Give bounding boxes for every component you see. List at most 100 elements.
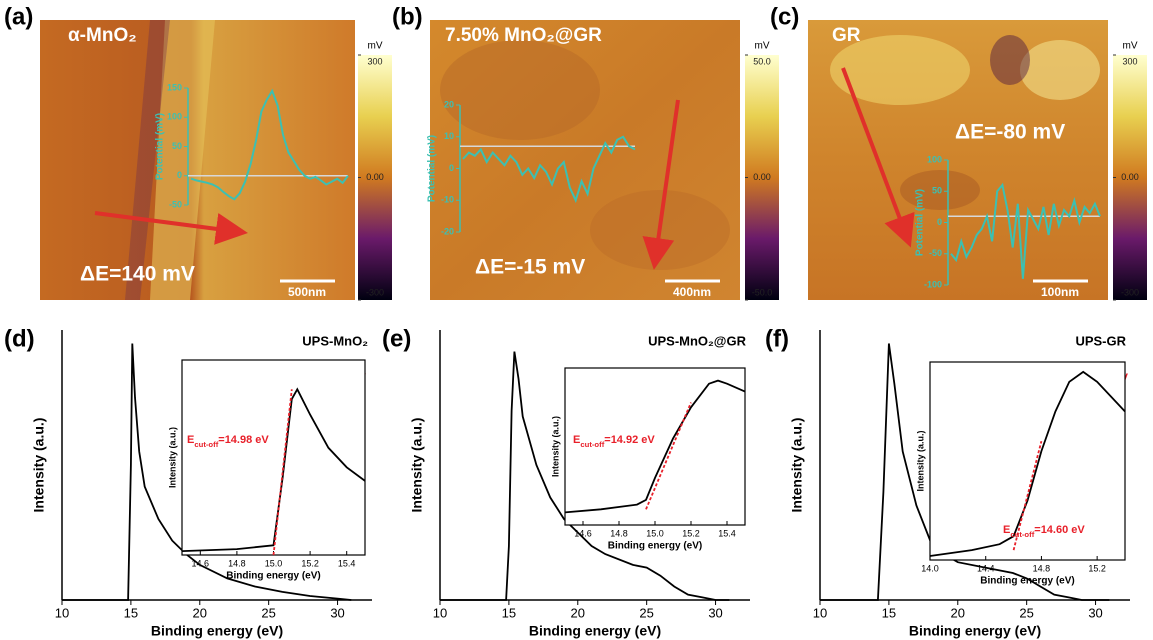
panel-label: (d) <box>4 325 35 352</box>
x-axis-label: Binding energy (eV) <box>909 623 1041 639</box>
text-part: cut-off <box>1010 530 1034 539</box>
data-line <box>272 389 293 556</box>
inset-x-tick-label: 14.0 <box>921 563 939 573</box>
colorbar <box>745 55 779 300</box>
data-line <box>181 387 366 552</box>
x-tick-label: 15 <box>882 605 896 620</box>
inset-y-label: Intensity (a.u.) <box>550 416 560 477</box>
delta-e: ΔE=-15 mV <box>475 256 585 279</box>
x-tick-label: 30 <box>708 605 722 620</box>
colorbar-tick-label: -300 <box>1121 287 1139 297</box>
colorbar-tick-label: 50.0 <box>753 56 771 66</box>
profile-tick-label: 150 <box>167 82 182 92</box>
colorbar-tick-label: 300 <box>367 56 382 66</box>
inset-x-tick-label: 15.2 <box>682 528 700 538</box>
profile-line <box>950 182 1101 279</box>
inset-x-label: Binding energy (eV) <box>980 576 1074 587</box>
data-line <box>440 351 730 601</box>
colorbar-unit: mV <box>368 41 383 52</box>
y-axis-label: Intensity (a.u.) <box>31 418 47 513</box>
inset-y-label: Intensity (a.u.) <box>915 430 925 491</box>
inset-x-tick-label: 15.2 <box>301 558 319 568</box>
inset-x-label: Binding energy (eV) <box>226 571 320 582</box>
profile-ylabel: Potential (mV) <box>915 189 926 256</box>
map-title: 7.50% MnO₂@GR <box>445 25 602 46</box>
panel-label: (a) <box>4 3 33 30</box>
profile-tick-label: 10 <box>444 131 454 141</box>
text-part: =14.60 eV <box>1034 524 1085 536</box>
profile-tick-label: -100 <box>924 279 942 289</box>
profile-ylabel: Potential (mV) <box>155 113 166 180</box>
profile-ylabel: Potential (mV) <box>427 135 438 202</box>
inset-x-tick-label: 15.0 <box>265 558 283 568</box>
x-tick-label: 20 <box>951 605 965 620</box>
x-axis-label: Binding energy (eV) <box>529 623 661 639</box>
x-tick-label: 25 <box>1019 605 1033 620</box>
x-tick-label: 30 <box>1088 605 1102 620</box>
panel-label: (f) <box>765 325 789 352</box>
profile-tick-label: 100 <box>167 112 182 122</box>
profile-tick-label: -10 <box>441 195 454 205</box>
inset-x-tick-label: 14.6 <box>192 558 210 568</box>
colorbar-tick-label: 0.00 <box>366 172 384 182</box>
x-tick-label: 10 <box>55 605 69 620</box>
profile-tick-label: 50 <box>932 186 942 196</box>
data-line <box>62 343 352 601</box>
inset-x-tick-label: 14.8 <box>610 528 628 538</box>
x-tick-label: 20 <box>193 605 207 620</box>
scale-bar-label: 100nm <box>1041 285 1079 299</box>
inset-x-tick-label: 14.8 <box>1033 563 1051 573</box>
text-part: cut-off <box>580 440 604 449</box>
data-line <box>929 370 1126 557</box>
scale-bar-label: 400nm <box>673 285 711 299</box>
colorbar <box>1113 55 1147 300</box>
text-part: E <box>187 434 194 446</box>
profile-tick-label: 50 <box>172 141 182 151</box>
profile-tick-label: -20 <box>441 226 454 236</box>
inset-x-tick-label: 15.2 <box>1088 563 1106 573</box>
delta-e: ΔE=140 mV <box>80 263 195 286</box>
inset-x-tick-label: 15.0 <box>646 528 664 538</box>
x-tick-label: 25 <box>639 605 653 620</box>
inset-x-tick-label: 15.4 <box>338 558 356 568</box>
inset-x-tick-label: 14.4 <box>977 563 995 573</box>
profile-tick-label: -50 <box>929 248 942 258</box>
x-tick-label: 10 <box>433 605 447 620</box>
text-part: cut-off <box>194 440 218 449</box>
x-tick-label: 30 <box>330 605 344 620</box>
map-title: α-MnO₂ <box>68 25 137 46</box>
chart-title: UPS-MnO₂@GR <box>648 333 747 348</box>
x-tick-label: 15 <box>502 605 516 620</box>
inset-frame <box>181 359 366 556</box>
data-line <box>820 343 1110 601</box>
profile-line <box>190 88 349 201</box>
inset-x-tick-label: 14.6 <box>574 528 592 538</box>
delta-e: ΔE=-80 mV <box>955 121 1065 144</box>
inset-x-label: Binding energy (eV) <box>608 541 702 552</box>
colorbar-tick-label: -300 <box>366 287 384 297</box>
inset-y-label: Intensity (a.u.) <box>167 427 177 488</box>
text-part: E <box>1003 524 1010 536</box>
colorbar-tick-label: 0.00 <box>753 172 771 182</box>
data-line <box>564 379 746 514</box>
map-title: GR <box>832 25 861 46</box>
cutoff-label: Ecut-off=14.60 eV <box>1003 524 1085 539</box>
x-tick-label: 15 <box>124 605 138 620</box>
profile-tick-label: 20 <box>444 99 454 109</box>
panel-label: (c) <box>770 3 799 30</box>
x-axis-label: Binding energy (eV) <box>151 623 283 639</box>
panel-label: (e) <box>382 325 411 352</box>
profile-tick-label: 100 <box>927 154 942 164</box>
y-axis-label: Intensity (a.u.) <box>789 418 805 513</box>
text-part: E <box>573 434 580 446</box>
colorbar-unit: mV <box>1123 41 1138 52</box>
y-axis-label: Intensity (a.u.) <box>409 418 425 513</box>
data-line <box>645 402 692 510</box>
colorbar-unit: mV <box>755 41 770 52</box>
colorbar-tick-label: 0.00 <box>1121 172 1139 182</box>
inset-x-tick-label: 15.4 <box>718 528 736 538</box>
colorbar-tick-label: 300 <box>1122 56 1137 66</box>
chart-title: UPS-GR <box>1075 333 1126 348</box>
